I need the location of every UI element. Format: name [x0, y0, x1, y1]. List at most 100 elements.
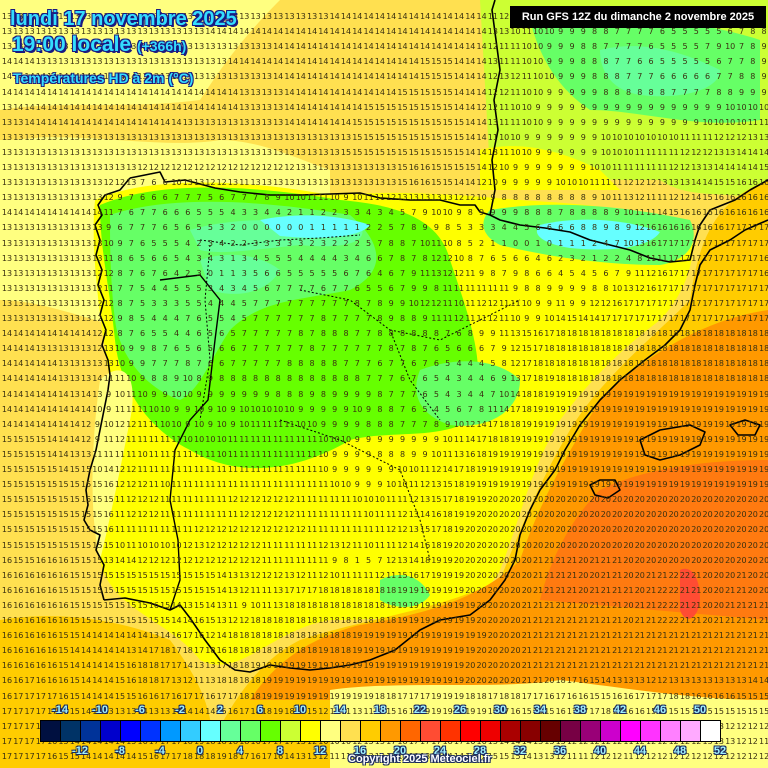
- legend-tick-bottom: 0: [197, 745, 203, 757]
- legend-swatch: [401, 721, 421, 741]
- forecast-time: 19:00 locale (+366h): [12, 33, 186, 57]
- legend-tick-top: -10: [92, 704, 108, 716]
- coastline-france-atlantic: [489, 0, 501, 216]
- legend-swatch: [141, 721, 161, 741]
- forecast-offset: (+366h): [137, 38, 186, 54]
- legend-tick-bottom: 40: [594, 745, 606, 757]
- legend-swatch: [281, 721, 301, 741]
- legend-swatch: [661, 721, 681, 741]
- legend-tick-bottom: 44: [634, 745, 646, 757]
- legend-tick-bottom: 28: [474, 745, 486, 757]
- legend-swatch: [321, 721, 341, 741]
- legend-tick-top: 2: [217, 704, 223, 716]
- legend-tick-bottom: 8: [277, 745, 283, 757]
- legend-swatch: [201, 721, 221, 741]
- legend-swatch: [441, 721, 461, 741]
- coastlines: [83, 0, 768, 673]
- legend-tick-bottom: 48: [674, 745, 686, 757]
- model-run-label: Run GFS 12Z du dimanche 2 novembre 2025: [510, 6, 766, 28]
- legend-tick-top: 26: [454, 704, 466, 716]
- legend-swatch: [181, 721, 201, 741]
- legend-tick-top: 42: [614, 704, 626, 716]
- legend-swatch: [621, 721, 641, 741]
- zone-0-2-pyrenees-core: [536, 219, 660, 250]
- legend-swatch: [601, 721, 621, 741]
- border-spain-portugal: [159, 274, 221, 611]
- legend-swatch: [501, 721, 521, 741]
- zone-1-3-leon: [200, 254, 280, 294]
- legend-swatch: [561, 721, 581, 741]
- legend-swatch: [341, 721, 361, 741]
- legend-tick-top: 6: [257, 704, 263, 716]
- legend-swatch: [221, 721, 241, 741]
- legend-tick-bottom: 12: [314, 745, 326, 757]
- legend-tick-top: -2: [175, 704, 185, 716]
- coastline-france-sw: [489, 179, 768, 263]
- legend-tick-bottom: 36: [554, 745, 566, 757]
- zone-22-spot: [680, 568, 700, 619]
- legend-tick-bottom: 32: [514, 745, 526, 757]
- legend-swatch: [581, 721, 601, 741]
- legend-swatch: [681, 721, 701, 741]
- legend-tick-top: 22: [414, 704, 426, 716]
- legend-tick-top: 34: [534, 704, 546, 716]
- legend-tick-top: 46: [654, 704, 666, 716]
- legend-swatch: [521, 721, 541, 741]
- zone-5-france-core: [600, 46, 720, 97]
- coastline-mediterranean: [103, 219, 768, 673]
- legend-swatch: [121, 721, 141, 741]
- legend-swatch: [241, 721, 261, 741]
- zone-13-nw: [0, 0, 280, 110]
- legend-swatch: [301, 721, 321, 741]
- legend-tick-top: 18: [374, 704, 386, 716]
- legend-swatch: [541, 721, 561, 741]
- zone-1-5-sierra-nevada: [380, 575, 430, 607]
- legend-tick-top: 14: [334, 704, 346, 716]
- coastline-cantabrian: [129, 171, 491, 216]
- legend-tick-bottom: 20: [394, 745, 406, 757]
- legend-swatch: [641, 721, 661, 741]
- zone-3-6-sistema-iberico: [416, 361, 520, 426]
- copyright: Copyright 2025 Meteociel.fr: [348, 753, 492, 765]
- forecast-date: lundi 17 novembre 2025: [10, 8, 237, 31]
- zone-5-7-galicia: [110, 201, 377, 400]
- legend-tick-top: 50: [694, 704, 706, 716]
- zone-0-1-picos: [260, 215, 370, 238]
- legend-tick-bottom: 16: [354, 745, 366, 757]
- legend-tick-top: -14: [52, 704, 68, 716]
- coastline-portugal: [83, 374, 111, 601]
- legend-swatch: [81, 721, 101, 741]
- legend-swatch: [421, 721, 441, 741]
- legend-tick-bottom: -4: [155, 745, 165, 757]
- zone-10-12-sw-france: [480, 146, 620, 190]
- legend-swatch: [381, 721, 401, 741]
- legend-swatch: [161, 721, 181, 741]
- legend-tick-bottom: 52: [714, 745, 726, 757]
- island-menorca: [729, 419, 761, 436]
- legend-swatch: [61, 721, 81, 741]
- zone-20-21-med: [540, 460, 768, 620]
- legend-swatch: [41, 721, 61, 741]
- variable-title: Températures HD à 2m (°C): [13, 70, 193, 86]
- forecast-local-time: 19:00 locale: [12, 33, 131, 56]
- legend-tick-bottom: -8: [115, 745, 125, 757]
- legend-swatch: [361, 721, 381, 741]
- legend-tick-bottom: 4: [237, 745, 243, 757]
- legend-swatch: [261, 721, 281, 741]
- legend-swatch: [461, 721, 481, 741]
- legend-tick-bottom: 24: [434, 745, 446, 757]
- legend-tick-top: -6: [135, 704, 145, 716]
- regional-borders: [199, 234, 521, 561]
- legend-tick-top: 30: [494, 704, 506, 716]
- legend-tick-bottom: -12: [72, 745, 88, 757]
- national-borders: [159, 274, 221, 611]
- legend-tick-top: 38: [574, 704, 586, 716]
- legend-tick-top: 10: [294, 704, 306, 716]
- island-mallorca: [639, 424, 706, 461]
- legend-swatch: [701, 721, 720, 741]
- coastline-galicia: [94, 177, 131, 376]
- temperature-legend-colorbar: [40, 720, 721, 742]
- island-ibiza: [589, 479, 621, 499]
- legend-swatch: [481, 721, 501, 741]
